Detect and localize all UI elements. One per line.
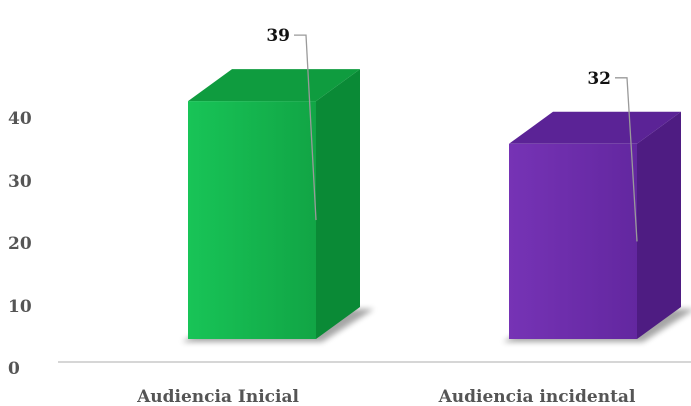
y-tick-label-40: 40	[8, 109, 32, 129]
y-tick-label-20: 20	[8, 234, 32, 254]
data-label-audiencia-incidental: 32	[587, 69, 611, 89]
y-tick-label-0: 0	[8, 359, 20, 379]
leader-line-audiencia-inicial	[294, 34, 317, 221]
category-label-audiencia-inicial: Audiencia Inicial	[136, 387, 299, 406]
bar-side-audiencia-incidental	[637, 111, 681, 339]
category-label-audiencia-incidental: Audiencia incidental	[438, 387, 636, 406]
bar-side-audiencia-inicial	[316, 69, 360, 339]
y-tick-label-30: 30	[8, 172, 32, 192]
y-tick-label-10: 10	[8, 297, 32, 317]
bar-audiencia-incidental	[509, 143, 637, 339]
bar-top-audiencia-incidental	[509, 111, 681, 144]
bar-top-audiencia-inicial	[188, 69, 360, 102]
data-label-audiencia-inicial: 39	[266, 26, 290, 46]
leader-line-audiencia-incidental	[615, 77, 638, 242]
bar-audiencia-inicial	[188, 101, 316, 339]
